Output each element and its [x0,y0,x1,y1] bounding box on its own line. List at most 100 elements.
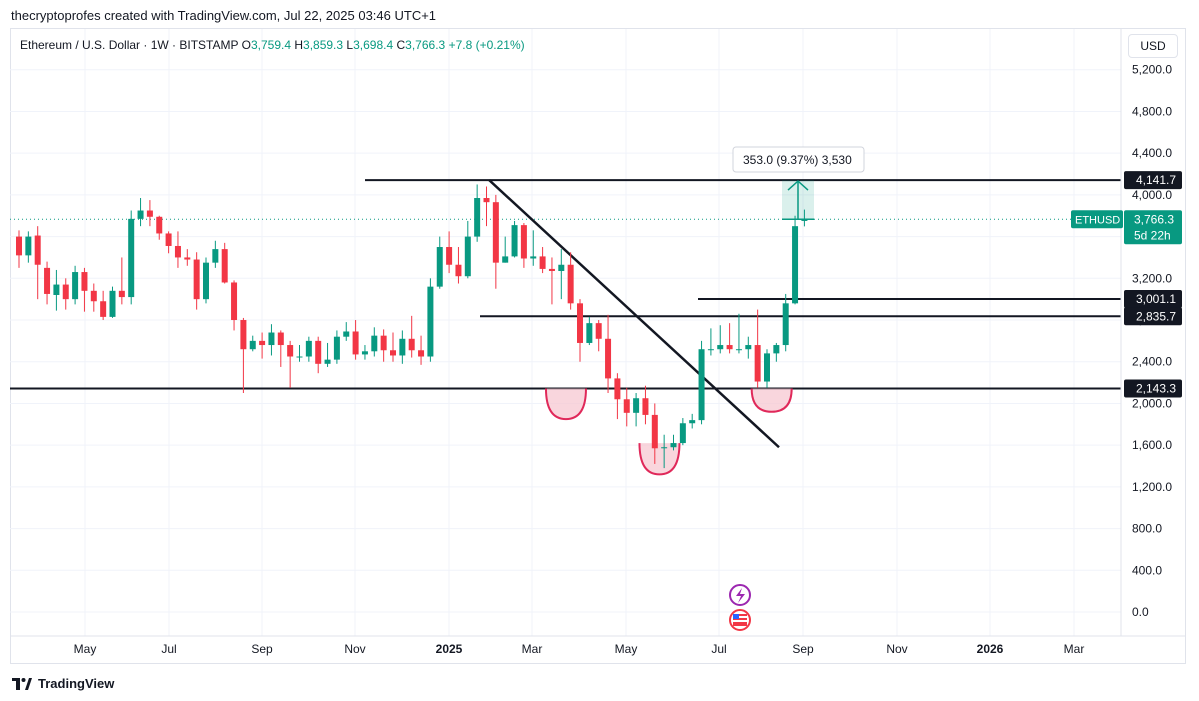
candle[interactable] [399,330,406,364]
candle[interactable] [165,231,172,254]
candle-body [34,235,41,265]
candle[interactable] [539,247,546,274]
candle[interactable] [586,316,593,346]
candle[interactable] [558,249,565,300]
candle[interactable] [651,403,658,464]
candle[interactable] [193,252,200,310]
candle[interactable] [577,299,583,362]
candle[interactable] [315,336,322,374]
candle[interactable] [137,198,144,227]
candle[interactable] [118,257,125,305]
candle[interactable] [427,278,434,362]
candle[interactable] [707,328,714,356]
candle-body [193,259,200,300]
candle[interactable] [128,210,135,305]
candle[interactable] [343,322,350,341]
candle[interactable] [380,329,387,362]
candle[interactable] [221,242,228,284]
candle[interactable] [305,336,312,362]
tradingview-logo[interactable]: TradingView [12,676,114,691]
candle[interactable] [296,345,303,362]
candle[interactable] [240,317,247,394]
candle[interactable] [782,293,789,352]
candle[interactable] [567,252,574,310]
candle[interactable] [605,314,612,394]
candle[interactable] [623,387,630,427]
currency-button[interactable]: USD [1128,34,1178,58]
candle[interactable] [679,418,686,446]
candle[interactable] [595,320,602,352]
candle[interactable] [754,309,761,388]
candle[interactable] [670,434,677,451]
candle[interactable] [25,231,32,263]
candle[interactable] [446,231,453,274]
candle[interactable] [764,349,770,388]
candle[interactable] [259,332,266,359]
candle[interactable] [333,330,340,364]
candle[interactable] [72,265,79,305]
candle[interactable] [146,200,153,227]
chart-frame[interactable] [10,28,1186,664]
candle[interactable] [511,220,518,258]
tradingview-logo-text: TradingView [38,676,115,691]
candle[interactable] [792,215,799,305]
candle[interactable] [249,335,256,352]
candle[interactable] [174,231,181,268]
candle[interactable] [268,324,275,356]
candle[interactable] [390,332,396,362]
candle[interactable] [231,280,238,331]
candle-body [446,247,453,265]
candle[interactable] [661,434,668,469]
candle[interactable] [109,286,116,318]
candle[interactable] [614,373,621,420]
candle[interactable] [436,236,443,289]
cup-outline[interactable] [750,388,793,413]
candle-body [502,256,509,263]
candle[interactable] [277,330,284,367]
candle[interactable] [689,413,696,429]
candle[interactable] [212,240,219,268]
candle[interactable] [474,184,481,242]
candle[interactable] [371,327,378,357]
candle[interactable] [16,230,22,268]
candle[interactable] [520,223,527,268]
candle[interactable] [548,257,555,305]
candle[interactable] [773,342,780,362]
candle[interactable] [492,194,499,289]
candle[interactable] [726,323,733,354]
candle[interactable] [287,340,294,388]
candle[interactable] [502,236,509,263]
candle[interactable] [418,335,425,365]
candle[interactable] [455,247,462,284]
candle[interactable] [483,186,490,227]
candle[interactable] [100,290,107,321]
candle[interactable] [717,325,724,354]
candle[interactable] [90,283,97,312]
candle[interactable] [352,320,359,360]
cup-outline[interactable] [638,443,681,476]
candle[interactable] [156,215,163,240]
cup-outline[interactable] [544,388,587,421]
candle[interactable] [34,226,41,300]
candle[interactable] [184,249,191,266]
candle[interactable] [633,393,640,427]
candle[interactable] [62,278,69,310]
candle[interactable] [801,209,808,227]
candle[interactable] [464,220,471,279]
candle[interactable] [408,315,415,358]
candle[interactable] [642,385,649,425]
candle[interactable] [361,345,368,360]
candle[interactable] [203,257,209,304]
candle[interactable] [53,269,60,311]
candle-body [726,345,733,350]
candle[interactable] [81,267,88,312]
level-price-tag [1124,379,1182,398]
candle[interactable] [735,313,742,354]
candle[interactable] [698,340,705,425]
downtrend-line[interactable] [488,179,780,449]
candle[interactable] [745,336,752,359]
candle[interactable] [530,230,537,266]
candle[interactable] [324,342,331,367]
candle[interactable] [44,261,51,305]
